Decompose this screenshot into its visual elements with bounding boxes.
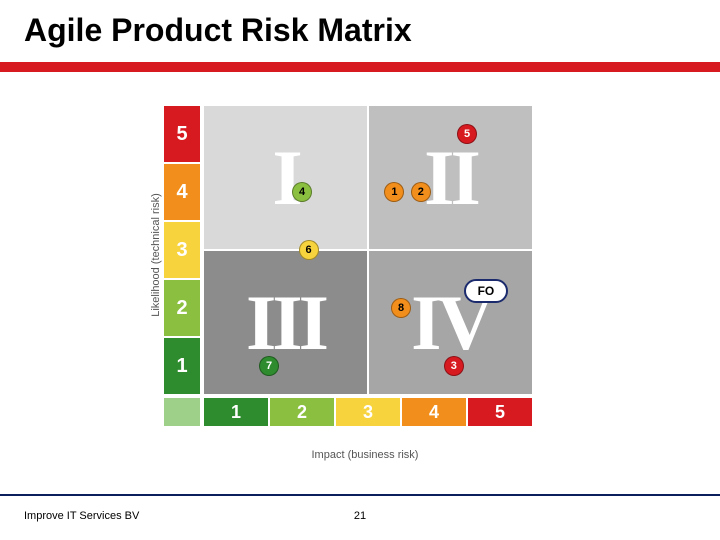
risk-point-8: 8 [391,298,411,318]
y-cell-2: 2 [163,279,201,337]
risk-point-6: 6 [299,240,319,260]
roman-I: I [272,133,298,223]
callout-bubble: FO [464,279,509,303]
footer-page-number: 21 [0,510,720,522]
x-cell-2: 2 [269,397,335,427]
slide: Agile Product Risk Matrix Likelihood (te… [0,0,720,540]
quadrant-II: II [368,105,533,250]
x-cell-1: 1 [203,397,269,427]
axis-corner [163,397,201,427]
roman-III: III [246,278,325,368]
x-cell-5: 5 [467,397,533,427]
footer-rule [0,494,720,496]
quadrant-III: III [203,250,368,395]
y-cell-3: 3 [163,221,201,279]
risk-matrix: Likelihood (technical risk) Impact (busi… [155,105,555,465]
roman-II: II [424,133,477,223]
risk-point-7: 7 [259,356,279,376]
y-cell-1: 1 [163,337,201,395]
y-axis-label-text: Likelihood (technical risk) [150,193,162,317]
y-cell-4: 4 [163,163,201,221]
risk-point-4: 4 [292,182,312,202]
risk-point-5: 5 [457,124,477,144]
x-cell-4: 4 [401,397,467,427]
page-title: Agile Product Risk Matrix [24,12,412,49]
x-cell-3: 3 [335,397,401,427]
risk-point-2: 2 [411,182,431,202]
title-underline [0,62,720,72]
callout-text: FO [478,284,495,298]
x-axis-label: Impact (business risk) [195,449,535,461]
quadrant-I: I [203,105,368,250]
y-cell-5: 5 [163,105,201,163]
risk-point-3: 3 [444,356,464,376]
